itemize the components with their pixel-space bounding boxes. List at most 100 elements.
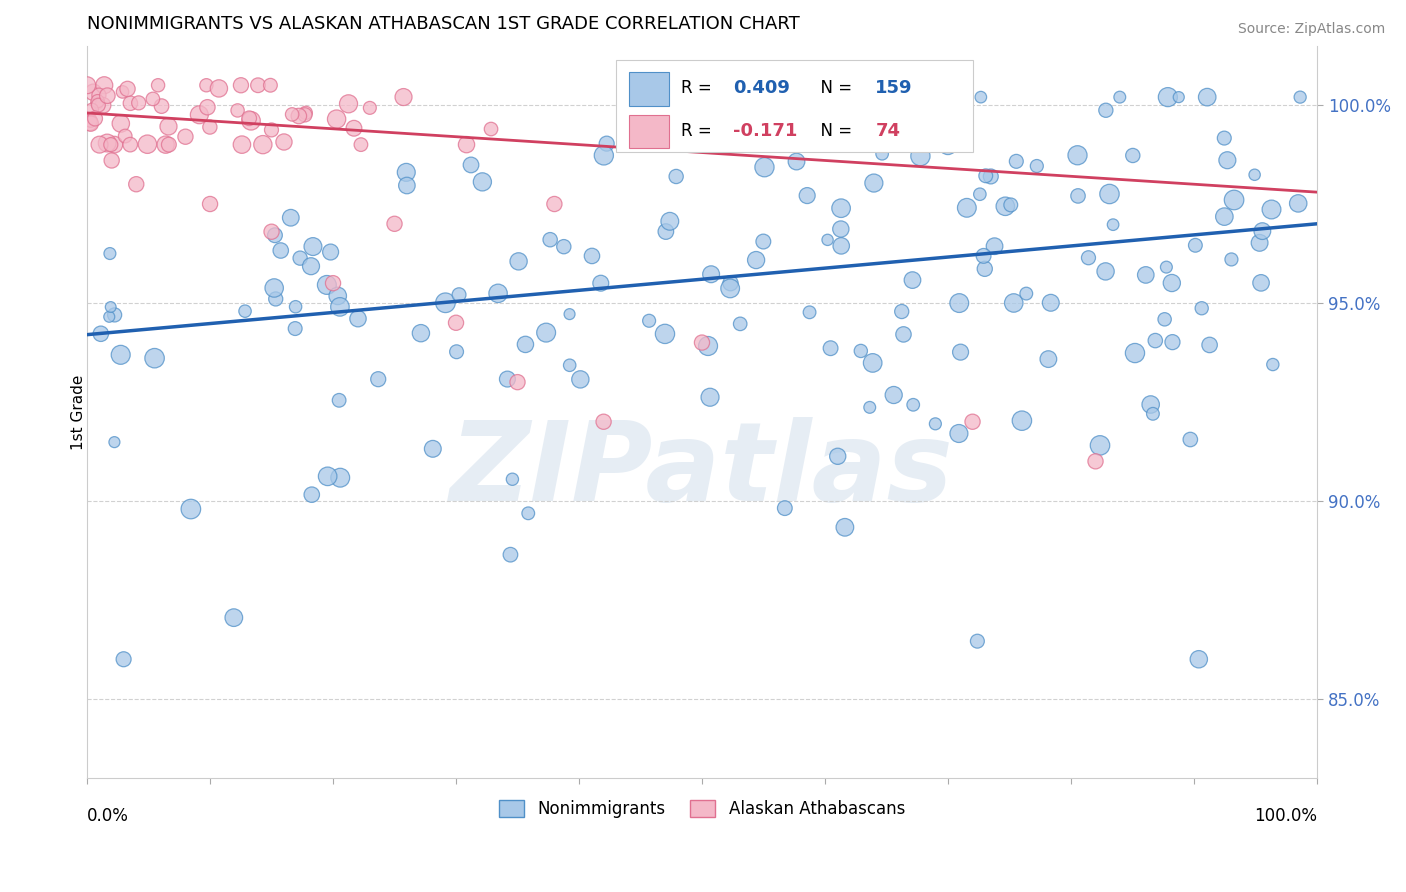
Point [264, 228, 287, 243]
Point [1088, 438, 1111, 452]
Point [328, 393, 350, 408]
Point [1184, 238, 1206, 252]
Text: N =: N = [810, 79, 858, 97]
Text: Source: ZipAtlas.com: Source: ZipAtlas.com [1237, 22, 1385, 37]
Point [329, 471, 352, 485]
Point [1122, 148, 1144, 162]
Point [752, 134, 775, 148]
Point [595, 136, 617, 151]
Point [1188, 652, 1211, 666]
Point [120, 96, 142, 111]
Point [910, 149, 932, 163]
Point [316, 469, 339, 483]
Point [180, 502, 202, 516]
Point [359, 101, 381, 115]
Point [1213, 131, 1236, 145]
Point [973, 249, 995, 263]
Point [284, 300, 307, 314]
Point [288, 109, 311, 123]
Point [949, 345, 972, 359]
Text: 0.0%: 0.0% [87, 807, 129, 825]
Text: 0.409: 0.409 [733, 79, 790, 97]
Point [188, 108, 211, 122]
Text: 159: 159 [876, 79, 912, 97]
Point [956, 201, 979, 215]
Point [849, 343, 872, 358]
Point [924, 417, 946, 431]
Point [1000, 198, 1022, 212]
Point [471, 175, 494, 189]
Point [1160, 276, 1182, 290]
Point [655, 225, 678, 239]
Point [592, 415, 614, 429]
Point [1249, 235, 1271, 250]
Point [834, 520, 856, 534]
Point [87, 88, 110, 103]
Point [434, 295, 457, 310]
Point [515, 337, 537, 351]
Point [233, 304, 256, 318]
Point [350, 137, 373, 152]
Point [343, 121, 366, 136]
Point [87, 98, 110, 112]
Point [260, 123, 283, 137]
Legend: Nonimmigrants, Alaskan Athabascans: Nonimmigrants, Alaskan Athabascans [492, 793, 911, 824]
Point [1077, 251, 1099, 265]
Point [103, 435, 125, 450]
Point [103, 137, 125, 152]
Point [827, 450, 849, 464]
Point [136, 137, 159, 152]
Point [90, 326, 112, 341]
Point [1015, 286, 1038, 301]
Text: 74: 74 [876, 121, 900, 140]
Point [326, 289, 349, 303]
Point [315, 277, 337, 292]
Point [1260, 202, 1282, 217]
Point [1223, 193, 1246, 207]
Point [890, 304, 912, 318]
Point [98, 246, 121, 260]
Point [665, 169, 688, 184]
Point [110, 116, 132, 130]
Point [104, 308, 127, 322]
Point [496, 372, 519, 386]
Point [96, 88, 118, 103]
Point [259, 78, 281, 93]
Point [456, 137, 478, 152]
Point [486, 286, 509, 301]
Point [446, 344, 468, 359]
Point [1144, 334, 1167, 348]
Point [903, 398, 925, 412]
Point [409, 326, 432, 341]
Point [1180, 433, 1202, 447]
Point [901, 273, 924, 287]
Point [1157, 90, 1180, 104]
Point [534, 326, 557, 340]
Point [98, 310, 121, 324]
Point [299, 259, 322, 273]
Point [786, 154, 808, 169]
Point [89, 137, 111, 152]
Point [581, 249, 603, 263]
Point [79, 115, 101, 129]
Point [970, 90, 993, 104]
Point [948, 426, 970, 441]
Point [142, 92, 165, 106]
Point [699, 390, 721, 404]
Point [91, 98, 114, 112]
Point [1220, 252, 1243, 267]
Point [384, 217, 406, 231]
Point [820, 341, 842, 355]
Point [773, 501, 796, 516]
Point [80, 117, 103, 131]
Point [150, 99, 173, 113]
Point [1005, 154, 1028, 169]
Point [870, 146, 893, 161]
Point [1139, 397, 1161, 411]
Point [1102, 218, 1125, 232]
Point [270, 244, 292, 258]
Point [1084, 454, 1107, 468]
Point [392, 90, 415, 104]
Point [859, 401, 882, 415]
Point [460, 158, 482, 172]
